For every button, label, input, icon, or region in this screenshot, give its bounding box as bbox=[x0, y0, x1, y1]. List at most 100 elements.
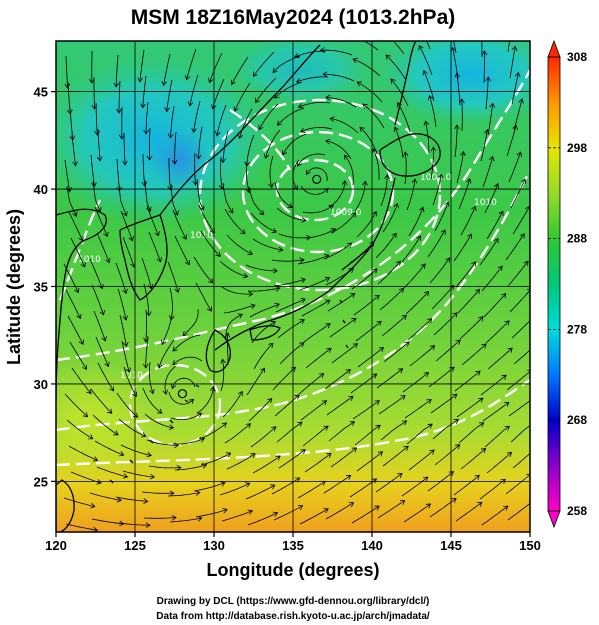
streamline-arrow bbox=[119, 451, 125, 457]
streamline-arrow bbox=[318, 373, 325, 379]
streamline-arrow bbox=[300, 449, 306, 455]
streamline bbox=[172, 438, 205, 445]
streamline-arrow bbox=[268, 182, 274, 189]
streamline-arrow bbox=[391, 232, 397, 238]
streamline-arrow bbox=[149, 473, 156, 480]
streamline bbox=[172, 209, 187, 240]
streamline bbox=[483, 51, 485, 84]
streamline bbox=[376, 368, 403, 389]
streamline-arrow bbox=[351, 447, 358, 453]
streamline-arrow bbox=[161, 339, 167, 346]
streamline-arrow bbox=[326, 452, 332, 458]
streamline-arrow bbox=[258, 124, 264, 131]
streamline bbox=[434, 444, 460, 466]
streamline bbox=[479, 238, 499, 266]
streamline bbox=[123, 133, 126, 166]
streamline bbox=[145, 335, 149, 368]
cyclone-center bbox=[312, 174, 322, 184]
streamline-arrow bbox=[533, 343, 538, 348]
cyclone-centers bbox=[177, 174, 322, 399]
streamline bbox=[97, 362, 115, 392]
streamline bbox=[351, 268, 378, 290]
streamline-arrow bbox=[143, 129, 149, 135]
streamline-arrow bbox=[209, 386, 216, 392]
streamline-arrow bbox=[485, 76, 491, 82]
streamline-arrow bbox=[201, 463, 208, 469]
streamline-arrow bbox=[511, 45, 518, 51]
streamline-arrow bbox=[92, 456, 99, 462]
x-tick-label: 130 bbox=[203, 538, 225, 553]
streamline bbox=[276, 421, 303, 443]
streamline-arrow bbox=[297, 505, 304, 510]
streamline bbox=[435, 339, 461, 362]
streamline-arrow bbox=[290, 366, 296, 372]
streamline bbox=[90, 154, 95, 187]
streamline bbox=[325, 268, 354, 286]
streamline-arrow bbox=[440, 229, 446, 235]
streamline bbox=[383, 341, 410, 363]
streamline-arrow bbox=[401, 420, 408, 426]
streamline-arrow bbox=[154, 231, 160, 237]
streamline bbox=[272, 55, 301, 73]
streamline-arrow bbox=[274, 302, 280, 309]
streamline bbox=[487, 103, 494, 136]
streamline bbox=[258, 103, 279, 130]
streamline-arrow bbox=[125, 367, 131, 373]
streamline-arrow bbox=[418, 45, 424, 51]
streamline-arrow bbox=[174, 442, 180, 449]
streamline bbox=[271, 259, 304, 262]
streamline bbox=[513, 349, 530, 365]
streamline bbox=[482, 156, 494, 188]
streamline-arrow bbox=[245, 423, 252, 429]
streamline bbox=[506, 125, 517, 157]
streamline bbox=[149, 361, 154, 394]
streamline-arrow bbox=[96, 479, 102, 485]
colorbar-body bbox=[547, 56, 561, 512]
streamline-arrow bbox=[240, 229, 246, 235]
streamline-arrow bbox=[128, 236, 134, 242]
streamline-arrow bbox=[397, 472, 403, 478]
streamline-arrow bbox=[451, 498, 457, 504]
streamline bbox=[305, 347, 332, 369]
streamline bbox=[430, 393, 458, 414]
streamline-arrow bbox=[454, 444, 461, 450]
streamline bbox=[480, 129, 488, 162]
streamline bbox=[144, 179, 151, 212]
streamline bbox=[248, 398, 272, 422]
streamline bbox=[354, 424, 381, 446]
streamline-arrow bbox=[341, 180, 348, 186]
streamline bbox=[354, 181, 366, 212]
streamline bbox=[456, 151, 464, 184]
streamline-arrow bbox=[471, 261, 477, 267]
streamline bbox=[144, 413, 174, 429]
streamline bbox=[64, 393, 88, 417]
streamline-arrow bbox=[467, 233, 472, 239]
streamline-arrow bbox=[167, 185, 173, 191]
streamline-arrow bbox=[122, 160, 128, 166]
streamline bbox=[397, 102, 411, 133]
streamline bbox=[329, 317, 357, 338]
x-axis: 120 125 130 135 140 145 150 bbox=[45, 532, 541, 553]
streamline bbox=[300, 400, 327, 421]
streamline bbox=[167, 261, 179, 293]
streamline-arrow bbox=[323, 508, 329, 514]
streamline bbox=[196, 178, 204, 211]
streamline-arrow bbox=[116, 496, 122, 503]
streamline bbox=[148, 465, 181, 469]
streamline-arrow bbox=[220, 481, 226, 487]
streamline bbox=[89, 258, 103, 289]
streamline-arrow bbox=[507, 347, 513, 353]
streamline bbox=[122, 236, 135, 268]
streamline bbox=[344, 154, 354, 186]
streamline-arrow bbox=[306, 169, 311, 176]
streamline-arrow bbox=[297, 421, 303, 427]
streamline-arrow bbox=[80, 262, 86, 268]
streamline-arrow bbox=[267, 397, 273, 404]
streamline bbox=[216, 104, 227, 136]
streamline bbox=[480, 374, 507, 396]
x-tick-label: 150 bbox=[519, 538, 541, 553]
streamline bbox=[324, 369, 351, 390]
streamline-arrow bbox=[299, 319, 305, 325]
streamline-arrow bbox=[398, 287, 405, 294]
streamline bbox=[71, 133, 76, 166]
